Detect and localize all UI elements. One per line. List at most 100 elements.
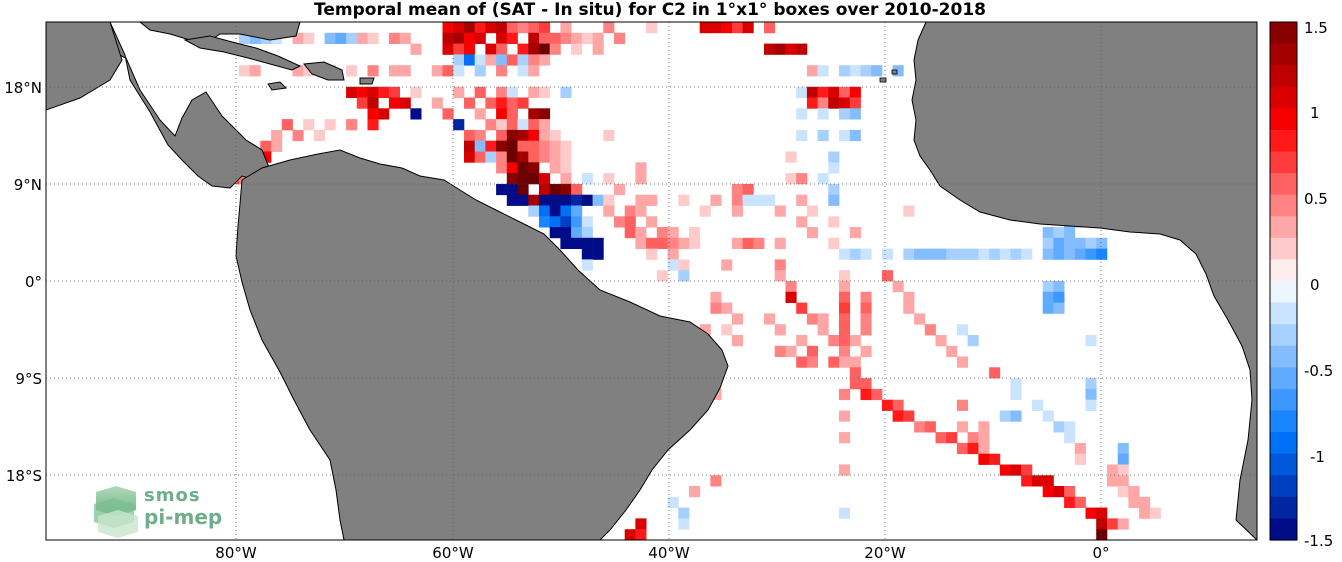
anomaly-cell bbox=[860, 291, 872, 303]
anomaly-cell bbox=[453, 119, 465, 131]
anomaly-cell bbox=[399, 65, 411, 77]
anomaly-cell bbox=[989, 248, 1001, 260]
anomaly-cell bbox=[506, 97, 518, 109]
colorbar-tick-label: -1.5 bbox=[1304, 532, 1333, 550]
anomaly-cell bbox=[560, 216, 572, 228]
colorbar-tick-label: -0.5 bbox=[1304, 362, 1333, 380]
anomaly-cells bbox=[228, 22, 1161, 540]
anomaly-cell bbox=[967, 335, 979, 347]
anomaly-cell bbox=[710, 302, 722, 314]
anomaly-cell bbox=[496, 119, 508, 131]
anomaly-cell bbox=[828, 356, 840, 368]
anomaly-cell bbox=[485, 140, 497, 152]
anomaly-cell bbox=[367, 97, 379, 109]
anomaly-cell bbox=[539, 54, 551, 66]
anomaly-cell bbox=[442, 65, 454, 77]
anomaly-cell bbox=[924, 248, 936, 260]
anomaly-cell bbox=[1085, 237, 1097, 249]
anomaly-cell bbox=[560, 183, 572, 196]
anomaly-cell bbox=[496, 183, 508, 196]
anomaly-cell bbox=[860, 302, 872, 314]
anomaly-cell bbox=[849, 129, 861, 142]
anomaly-cell bbox=[828, 216, 840, 228]
anomaly-cell bbox=[517, 140, 529, 152]
anomaly-cell bbox=[388, 65, 400, 77]
land-south-america bbox=[235, 149, 729, 540]
anomaly-cell bbox=[796, 108, 808, 120]
anomaly-cell bbox=[721, 302, 733, 314]
anomaly-cell bbox=[506, 183, 518, 196]
anomaly-cell bbox=[528, 43, 540, 55]
anomaly-cell bbox=[817, 65, 829, 77]
anomaly-cell bbox=[496, 22, 508, 34]
anomaly-cell bbox=[689, 486, 701, 498]
logo-text-pi-mep: pi-mep bbox=[144, 505, 223, 529]
anomaly-cell bbox=[678, 259, 690, 271]
colorbar-segment bbox=[1270, 259, 1297, 282]
anomaly-cell bbox=[1053, 248, 1065, 260]
anomaly-cell bbox=[346, 32, 358, 44]
anomaly-cell bbox=[828, 183, 840, 196]
anomaly-cell bbox=[506, 140, 518, 152]
anomaly-cell bbox=[1042, 486, 1054, 498]
anomaly-cell bbox=[506, 129, 518, 142]
y-tick-label: 9°S bbox=[15, 370, 42, 388]
anomaly-cell bbox=[881, 270, 893, 282]
anomaly-cell bbox=[624, 529, 636, 540]
anomaly-cell bbox=[656, 237, 668, 249]
anomaly-cell bbox=[667, 237, 679, 249]
anomaly-cell bbox=[817, 129, 829, 142]
anomaly-cell bbox=[946, 432, 958, 444]
anomaly-cell bbox=[506, 194, 518, 206]
colorbar-tick-label: 1.5 bbox=[1304, 19, 1328, 37]
colorbar-segment bbox=[1270, 302, 1297, 325]
anomaly-cell bbox=[249, 65, 261, 77]
anomaly-cell bbox=[860, 378, 872, 390]
anomaly-cell bbox=[796, 86, 808, 98]
anomaly-cell bbox=[624, 227, 636, 239]
anomaly-cell bbox=[978, 248, 990, 260]
colorbar-segment bbox=[1270, 65, 1297, 88]
anomaly-cell bbox=[271, 140, 283, 152]
anomaly-cell bbox=[292, 32, 304, 44]
anomaly-cell bbox=[614, 183, 626, 196]
anomaly-cell bbox=[1064, 227, 1076, 239]
anomaly-cell bbox=[849, 356, 861, 368]
anomaly-cell bbox=[839, 129, 851, 142]
colorbar-tick-label: 1 bbox=[1310, 104, 1320, 122]
anomaly-cell bbox=[496, 108, 508, 120]
anomaly-cell bbox=[753, 194, 765, 206]
anomaly-cell bbox=[828, 162, 840, 174]
anomaly-cell bbox=[721, 259, 733, 271]
anomaly-cell bbox=[571, 194, 583, 206]
anomaly-cell bbox=[539, 216, 551, 228]
anomaly-cell bbox=[367, 65, 379, 77]
anomaly-cell bbox=[635, 162, 647, 174]
anomaly-cell bbox=[431, 65, 443, 77]
anomaly-cell bbox=[592, 194, 604, 206]
anomaly-cell bbox=[731, 183, 743, 196]
anomaly-cell bbox=[849, 65, 861, 77]
anomaly-cell bbox=[849, 108, 861, 120]
anomaly-cell bbox=[539, 43, 551, 55]
anomaly-cell bbox=[571, 183, 583, 196]
anomaly-cell bbox=[367, 108, 379, 120]
logo-icon bbox=[94, 486, 138, 538]
anomaly-cell bbox=[453, 65, 465, 77]
anomaly-cell bbox=[539, 86, 551, 98]
anomaly-cell bbox=[474, 140, 486, 152]
anomaly-cell bbox=[817, 86, 829, 98]
anomaly-cell bbox=[1064, 237, 1076, 249]
anomaly-cell bbox=[1074, 496, 1086, 508]
anomaly-cell bbox=[635, 518, 647, 530]
anomaly-cell bbox=[881, 248, 893, 260]
anomaly-cell bbox=[1085, 388, 1097, 401]
anomaly-cell bbox=[1139, 496, 1151, 508]
anomaly-cell bbox=[978, 421, 990, 433]
anomaly-cell bbox=[474, 65, 486, 77]
anomaly-cell bbox=[539, 129, 551, 142]
anomaly-cell bbox=[410, 43, 422, 55]
land-africa bbox=[911, 22, 1257, 540]
anomaly-cell bbox=[839, 432, 851, 444]
anomaly-cell bbox=[731, 237, 743, 249]
